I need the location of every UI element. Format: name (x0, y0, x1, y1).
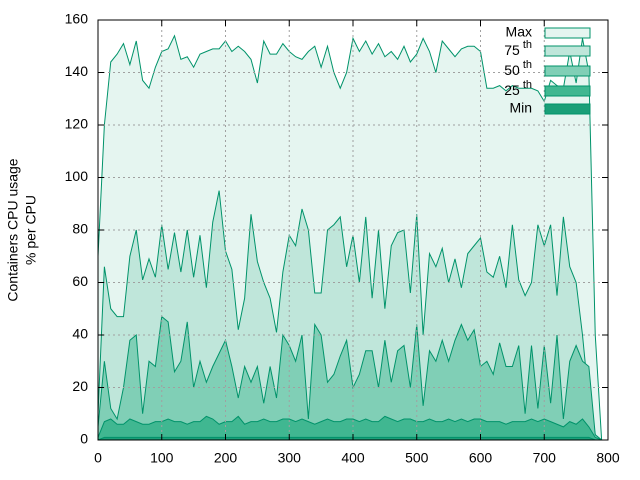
y-tick-label: 140 (65, 63, 89, 79)
legend-label: 25 th (504, 79, 532, 98)
legend-label-suffix: th (520, 79, 532, 91)
area (97, 415, 602, 441)
legend-label-number: 50 (504, 62, 520, 78)
legend-swatch (544, 103, 591, 115)
legend-label-number: 25 (504, 82, 520, 98)
y-tick-label: 0 (80, 431, 88, 447)
x-tick-label: 0 (94, 450, 102, 466)
legend-label-number: 75 (504, 42, 520, 58)
legend-swatch (544, 65, 591, 77)
x-tick-label: 700 (533, 450, 557, 466)
x-tick-label: 100 (150, 450, 174, 466)
legend-label-suffix: th (520, 59, 532, 71)
x-tick-label: 200 (214, 450, 238, 466)
legend-swatch (544, 85, 591, 97)
legend-swatch (544, 45, 591, 57)
y-tick-label: 120 (65, 116, 89, 132)
y-axis-label: % per CPU (23, 195, 39, 265)
x-tick-label: 300 (278, 450, 302, 466)
y-tick-label: 100 (65, 168, 89, 184)
area (97, 315, 604, 441)
legend-label: Min (509, 100, 532, 116)
y-axis-label: Containers CPU usage (5, 158, 21, 301)
x-tick-label: 400 (341, 450, 365, 466)
legend-label: Max (506, 24, 532, 40)
y-tick-label: 60 (72, 273, 88, 289)
legend-swatch (544, 27, 591, 39)
y-tick-label: 80 (72, 221, 88, 237)
legend-label: 50 th (504, 59, 532, 78)
y-tick-label: 20 (72, 378, 88, 394)
x-tick-label: 500 (405, 450, 429, 466)
x-tick-label: 600 (469, 450, 493, 466)
legend-label: 75 th (504, 39, 532, 58)
legend-label-suffix: th (520, 39, 532, 51)
x-tick-label: 800 (596, 450, 620, 466)
y-tick-label: 160 (65, 11, 89, 27)
y-tick-label: 40 (72, 326, 88, 342)
